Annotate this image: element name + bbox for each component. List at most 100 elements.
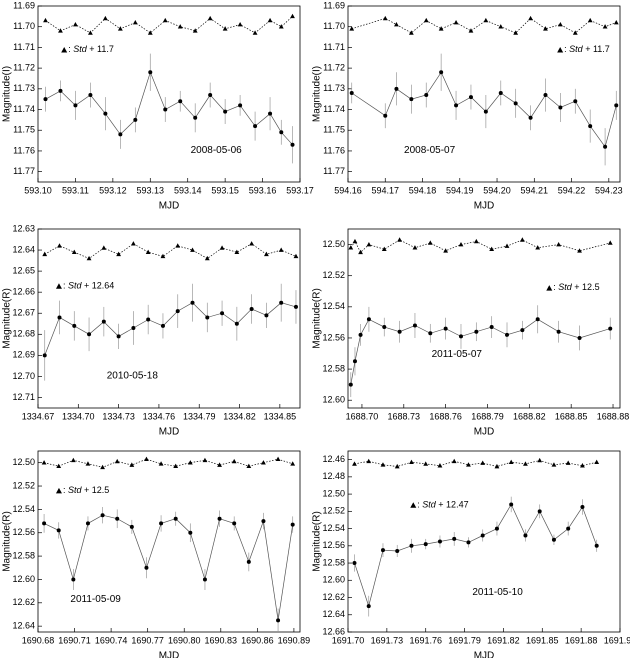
panel: 594.16 594.17 594.18 594.19 594.20 594.21 594.… [312, 0, 623, 211]
std-point [382, 15, 388, 21]
data-point [148, 70, 153, 75]
std-point [192, 28, 198, 33]
std-point [443, 248, 449, 253]
data-point [290, 142, 295, 147]
data-point [608, 326, 613, 331]
x-tick-label: 593.13 [137, 185, 165, 195]
legend-text: : Std + 12.5 [63, 485, 109, 495]
panel: 1688.70 1688.73 1688.76 1688.79 1688.82 1688.… [312, 228, 630, 438]
x-tick-label: 1688.85 [555, 411, 588, 421]
y-tick-label: 12.50 [322, 239, 345, 249]
std-point [349, 26, 355, 31]
data-point [220, 311, 225, 316]
legend-part: + 12.5 [572, 282, 600, 292]
std-point [494, 463, 500, 469]
data-point [474, 329, 479, 334]
std-point [602, 24, 608, 29]
panel: 1691.70 1691.73 1691.76 1691.79 1691.82 1691.… [312, 450, 630, 658]
std-point [43, 17, 48, 23]
std-point [480, 460, 486, 465]
legend-part: Std [422, 500, 437, 510]
data-point [56, 528, 61, 533]
std-point [523, 461, 528, 466]
x-tick-label: 1334.76 [143, 411, 176, 421]
x-tick-label: 1334.85 [264, 411, 297, 421]
data-point [424, 93, 429, 98]
std-point [264, 251, 269, 257]
y-tick-label: 12.58 [322, 557, 345, 567]
y-tick-label: 11.74 [323, 104, 345, 114]
x-tick-label: 1691.79 [448, 635, 481, 645]
std-point [537, 457, 543, 463]
legend-part: + 12.47 [436, 500, 469, 510]
x-tick-label: 1690.80 [168, 635, 201, 645]
legend-text: : Std + 11.7 [564, 44, 610, 54]
x-tick-label: 1690.74 [95, 635, 128, 645]
x-tick-label: 594.23 [595, 185, 623, 195]
data-point [537, 509, 542, 514]
std-point [116, 251, 122, 257]
y-tick-label: 12.69 [12, 350, 35, 360]
legend-marker [61, 47, 68, 53]
x-tick-label: 593.16 [249, 185, 277, 195]
y-tick-label: 12.66 [322, 626, 345, 636]
data-point [558, 105, 563, 110]
legend-part: + 12.5 [81, 485, 109, 495]
y-tick-label: 12.67 [12, 308, 35, 318]
std-point [498, 24, 504, 29]
series-line [44, 243, 297, 259]
std-point [222, 26, 228, 31]
y-tick-label: 12.64 [322, 609, 345, 619]
std-point [145, 249, 151, 254]
data-point [279, 130, 284, 135]
std-point [408, 30, 414, 35]
x-axis-label: MJD [474, 201, 495, 212]
std-point [483, 17, 489, 23]
date-label: 2011-05-10 [472, 587, 523, 598]
legend-part: Std [73, 44, 88, 54]
data-point [423, 542, 428, 547]
y-tick-label: 12.54 [322, 523, 345, 533]
data-point [144, 565, 149, 570]
std-point [117, 26, 123, 31]
date-label: 2011-05-07 [432, 349, 483, 360]
std-point [70, 457, 76, 463]
date-label: 2008-05-07 [404, 145, 456, 156]
x-tick-label: 1691.88 [565, 635, 598, 645]
std-point [102, 15, 108, 21]
y-tick-label: 11.70 [323, 21, 345, 31]
std-point [237, 22, 243, 27]
legend-marker [55, 487, 62, 494]
x-tick-label: 1690.71 [58, 635, 91, 645]
y-tick-label: 12.68 [12, 329, 35, 339]
x-tick-label: 1690.68 [22, 635, 55, 645]
y-tick-label: 11.73 [323, 83, 345, 93]
legend-part: + 12.64 [81, 281, 114, 291]
data-point [268, 111, 273, 116]
legend-part: : [63, 281, 68, 291]
std-point [458, 241, 464, 247]
data-point [129, 524, 134, 529]
legend-text: : Std + 12.64 [63, 281, 114, 291]
std-point [219, 245, 225, 250]
data-point [380, 548, 385, 553]
date-label: 2008-05-06 [191, 145, 243, 156]
y-tick-label: 12.58 [12, 550, 35, 560]
legend-part: Std [569, 44, 584, 54]
data-point [395, 548, 400, 553]
x-tick-label: 1688.79 [471, 411, 504, 421]
y-tick-label: 12.64 [12, 621, 35, 631]
x-tick-label: 1688.88 [597, 411, 630, 421]
data-point [234, 321, 239, 326]
x-axis-label: MJD [159, 427, 180, 438]
data-point [543, 93, 548, 98]
y-tick-label: 12.71 [12, 392, 35, 402]
std-point [508, 459, 514, 465]
y-tick-label: 11.76 [13, 145, 35, 155]
x-tick-label: 594.18 [409, 185, 437, 195]
std-point [249, 241, 255, 246]
std-point [397, 237, 403, 242]
std-point [394, 463, 400, 469]
x-tick-label: 1688.82 [513, 411, 546, 421]
data-point [439, 70, 444, 75]
